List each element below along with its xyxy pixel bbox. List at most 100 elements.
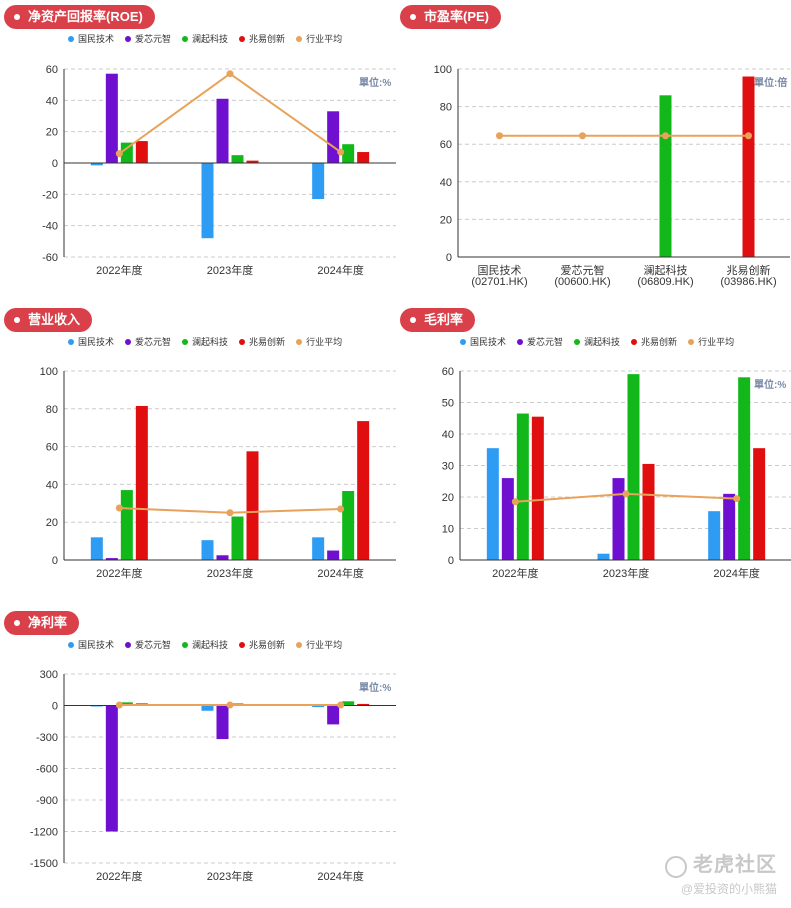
legend-marker-icon bbox=[68, 641, 74, 648]
x-tick-label-line: (02701.HK) bbox=[471, 276, 527, 288]
bar bbox=[357, 421, 370, 560]
x-tick-label-line: (03986.HK) bbox=[720, 276, 776, 288]
average-point bbox=[337, 505, 345, 513]
y-tick-label: 60 bbox=[442, 366, 454, 378]
legend-label: 澜起科技 bbox=[192, 34, 229, 44]
legend-label: 兆易创新 bbox=[249, 640, 286, 650]
bar bbox=[135, 405, 148, 560]
chart-title: 市盈率(PE) bbox=[424, 9, 490, 24]
x-tick-label-line: 2023年度 bbox=[207, 566, 253, 580]
average-point bbox=[115, 150, 123, 158]
chart-title: 营业收入 bbox=[28, 312, 81, 327]
x-tick-label-line: 兆易创新 bbox=[727, 263, 771, 277]
bar bbox=[312, 537, 325, 560]
average-point bbox=[226, 70, 234, 78]
legend-label: 爱芯元智 bbox=[135, 640, 172, 650]
y-tick-label: 100 bbox=[434, 64, 452, 76]
legend-label: 爱芯元智 bbox=[527, 337, 564, 347]
chart-panel-revenue: 营业收入 国民技术 爱芯元智 澜起科技 兆易创新 行业平均 0 20 40 60 80 100 20… bbox=[0, 303, 396, 603]
legend-label: 澜起科技 bbox=[192, 640, 229, 650]
y-tick-label: 0 bbox=[52, 555, 58, 567]
legend-item: 行业平均 bbox=[296, 32, 342, 45]
tiger-logo-icon bbox=[665, 855, 687, 878]
average-point bbox=[622, 490, 630, 498]
chart-plot: 0 20 40 60 80 100 国民技术(02701.HK) 爱芯元智(00600.HK)… bbox=[434, 64, 790, 288]
chart-title-badge: 净利率 bbox=[4, 611, 80, 635]
x-tick-label: 2023年度 bbox=[207, 869, 253, 883]
bar bbox=[357, 703, 370, 706]
x-tick-label-line: 2022年度 bbox=[96, 566, 142, 580]
average-point bbox=[337, 148, 345, 156]
legend-label: 国民技术 bbox=[470, 337, 507, 347]
y-tick-label: 100 bbox=[40, 366, 58, 378]
y-tick-label: -40 bbox=[42, 221, 58, 233]
chart-panel-net-margin: 净利率 国民技术 爱芯元智 澜起科技 兆易创新 行业平均 單位:% -1500 -1200… bbox=[0, 606, 396, 906]
y-tick-label: 60 bbox=[46, 64, 58, 76]
y-tick-label: -1200 bbox=[30, 827, 58, 839]
x-tick-label-line: (06809.HK) bbox=[637, 276, 693, 288]
y-tick-label: -300 bbox=[36, 732, 58, 744]
average-point bbox=[337, 701, 345, 709]
bullet-icon bbox=[14, 620, 20, 626]
bar bbox=[708, 511, 721, 560]
x-tick-label: 爱芯元智(00600.HK) bbox=[554, 263, 610, 288]
bar bbox=[120, 490, 133, 560]
legend-item: 爱芯元智 bbox=[125, 638, 171, 651]
legend-marker-icon bbox=[239, 338, 246, 345]
bullet-icon bbox=[410, 317, 416, 323]
y-tick-label: 20 bbox=[46, 517, 58, 529]
legend-item: 澜起科技 bbox=[182, 335, 228, 348]
legend-label: 行业平均 bbox=[698, 337, 735, 347]
chart-title: 毛利率 bbox=[424, 312, 464, 327]
legend-marker-icon bbox=[517, 338, 524, 345]
legend-label: 澜起科技 bbox=[192, 337, 229, 347]
bar bbox=[327, 705, 340, 725]
bar bbox=[516, 413, 529, 560]
watermark: 老虎社区 @爱投资的小熊猫 bbox=[665, 848, 777, 897]
legend-item: 澜起科技 bbox=[182, 32, 228, 45]
legend-item: 兆易创新 bbox=[239, 335, 285, 348]
unit-label: 單位:% bbox=[754, 380, 787, 391]
legend-label: 兆易创新 bbox=[249, 337, 286, 347]
average-point bbox=[226, 701, 234, 709]
legend-marker-icon bbox=[68, 35, 74, 42]
chart-plot: 0 20 40 60 80 100 2022年度 2023年度 2024年度 bbox=[40, 366, 396, 580]
legend-label: 国民技术 bbox=[78, 337, 115, 347]
x-tick-label: 澜起科技(06809.HK) bbox=[637, 263, 693, 288]
legend-label: 国民技术 bbox=[78, 640, 115, 650]
y-tick-label: 60 bbox=[440, 139, 452, 151]
x-tick-label-line: 2024年度 bbox=[317, 566, 363, 580]
chart-plot: 0 10 20 30 40 50 60 2022年度 2023年度 2024年度 bbox=[442, 366, 791, 580]
chart-plot: -1500 -1200 -900 -600 -300 0 300 2022年度 2023年度 20… bbox=[30, 669, 396, 883]
bar bbox=[312, 163, 325, 200]
legend-label: 兆易创新 bbox=[641, 337, 678, 347]
chart-panel-gross-margin: 毛利率 国民技术 爱芯元智 澜起科技 兆易创新 行业平均 單位:% 0 10 20 30 40 5… bbox=[396, 303, 791, 603]
legend-item: 国民技术 bbox=[460, 335, 506, 348]
legend-item: 爱芯元智 bbox=[125, 335, 171, 348]
legend-marker-icon bbox=[182, 338, 189, 345]
bar bbox=[612, 478, 625, 560]
bar bbox=[627, 374, 640, 560]
bar bbox=[231, 155, 244, 163]
chart-panel-pe: 市盈率(PE) 單位:倍 0 20 40 60 80 100 国民技术(02701.HK) 爱… bbox=[396, 0, 791, 300]
legend-item: 行业平均 bbox=[296, 335, 342, 348]
legend-item: 行业平均 bbox=[296, 638, 342, 651]
bar bbox=[201, 163, 214, 239]
legend-item: 澜起科技 bbox=[182, 638, 228, 651]
legend-marker-icon bbox=[460, 338, 466, 345]
average-point bbox=[733, 495, 741, 503]
bar bbox=[531, 416, 544, 560]
bar bbox=[90, 163, 103, 166]
y-tick-label: 20 bbox=[442, 492, 454, 504]
y-tick-label: 50 bbox=[442, 398, 454, 410]
x-tick-label: 2024年度 bbox=[713, 566, 759, 580]
average-point bbox=[226, 509, 234, 517]
watermark-brand: 老虎社区 bbox=[693, 854, 777, 876]
x-tick-label: 2023年度 bbox=[207, 566, 253, 580]
y-tick-label: 40 bbox=[46, 479, 58, 491]
x-tick-label-line: 2023年度 bbox=[207, 263, 253, 277]
chart-legend: 国民技术 爱芯元智 澜起科技 兆易创新 行业平均 bbox=[68, 335, 342, 348]
y-tick-label: -1500 bbox=[30, 858, 58, 870]
y-tick-label: 40 bbox=[46, 95, 58, 107]
bar bbox=[105, 73, 118, 163]
